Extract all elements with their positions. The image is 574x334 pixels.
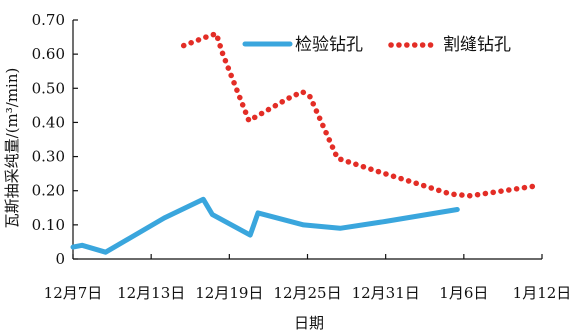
x-tick-label: 1月6日 bbox=[439, 284, 488, 302]
y-tick-label: 0 bbox=[55, 250, 65, 268]
y-tick-label: 0.70 bbox=[32, 11, 65, 29]
axes: 0 0.10 0.20 0.30 0.40 0.50 0.60 0.70 12月7日 12月13日… bbox=[32, 11, 572, 302]
x-tick-label: 12月7日 bbox=[44, 284, 103, 302]
y-tick-label: 0.40 bbox=[32, 113, 65, 131]
x-tick-label: 12月19日 bbox=[195, 284, 263, 302]
series-layer bbox=[70, 30, 541, 255]
legend-label-inspection: 检验钻孔 bbox=[295, 35, 363, 55]
y-tick-label: 0.10 bbox=[32, 216, 65, 234]
x-tick-label: 12月31日 bbox=[352, 284, 420, 302]
series-line-slotted bbox=[180, 30, 541, 199]
x-axis-title: 日期 bbox=[294, 314, 324, 332]
y-tick-label: 0.60 bbox=[32, 45, 65, 63]
y-tick-label: 0.30 bbox=[32, 148, 65, 166]
x-tick-label: 12月13日 bbox=[117, 284, 185, 302]
x-tick-label: 1月12日 bbox=[513, 284, 572, 302]
y-tick-label: 0.20 bbox=[32, 182, 65, 200]
legend: 检验钻孔 割缝钻孔 bbox=[242, 35, 511, 55]
y-tick-label: 0.50 bbox=[32, 79, 65, 97]
y-axis-title: 瓦斯抽采纯量/(m³/min) bbox=[3, 68, 21, 229]
series-line-inspection bbox=[70, 196, 460, 255]
x-tick-label: 12月25日 bbox=[273, 284, 341, 302]
legend-label-slotted: 割缝钻孔 bbox=[443, 35, 511, 55]
